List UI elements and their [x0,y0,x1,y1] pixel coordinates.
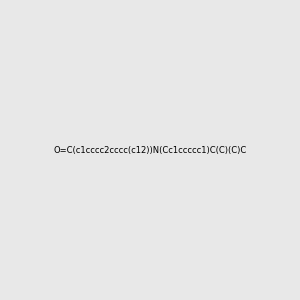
Text: O=C(c1cccc2cccc(c12))N(Cc1ccccc1)C(C)(C)C: O=C(c1cccc2cccc(c12))N(Cc1ccccc1)C(C)(C)… [53,146,247,154]
